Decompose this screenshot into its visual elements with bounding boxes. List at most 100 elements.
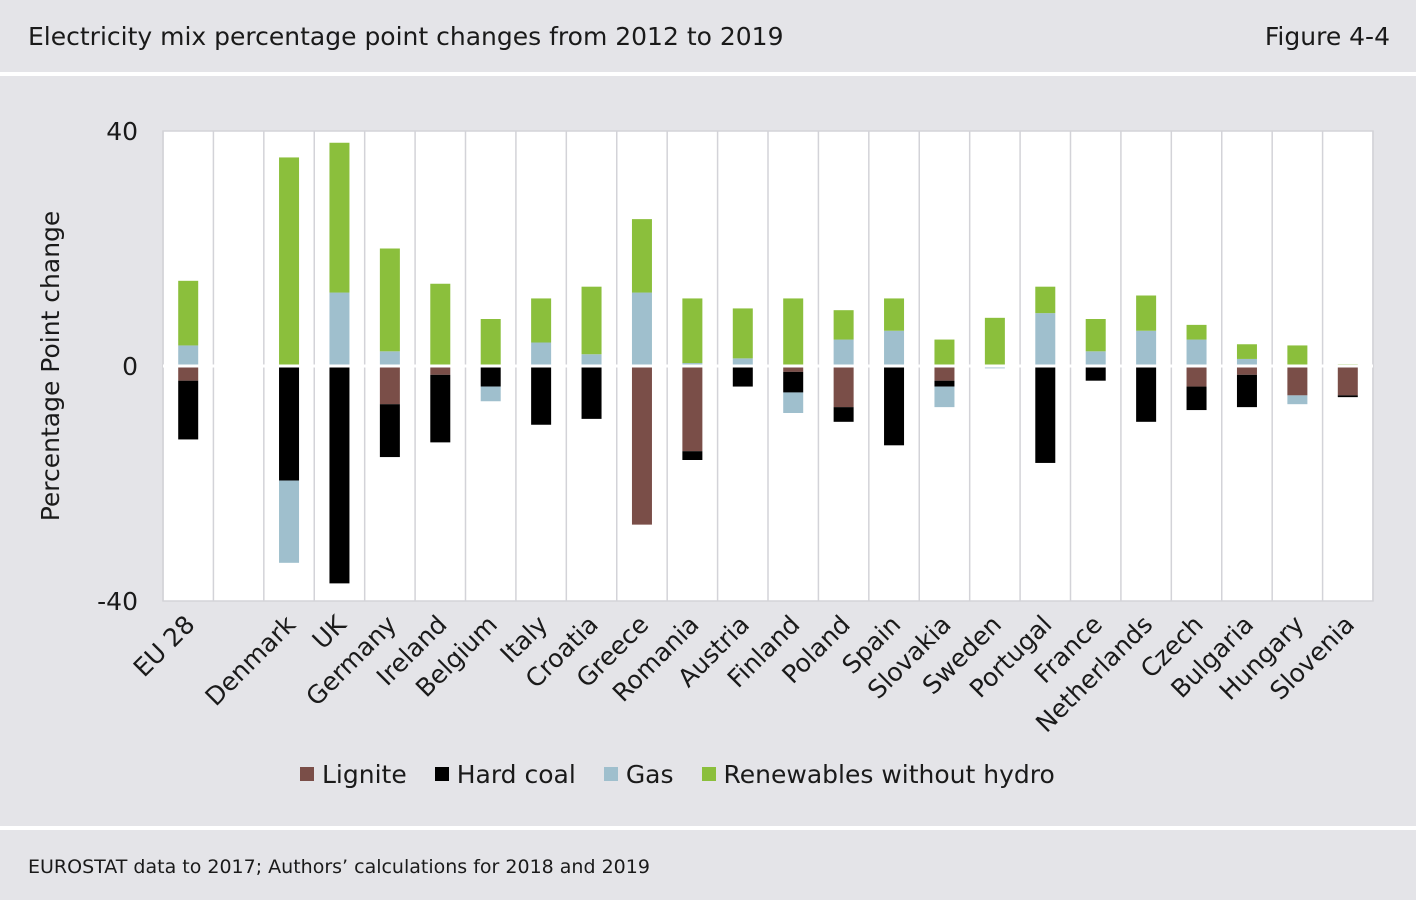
chart-panel: 40 0 -40 Percentage Point change EU 28 Denmar… — [0, 76, 1416, 826]
bar-lignite — [833, 366, 854, 408]
x-tick-label: Denmark — [200, 609, 302, 711]
bar-gas — [631, 292, 652, 366]
bar-chart: 40 0 -40 Percentage Point change EU 28 Denmar… — [36, 117, 1374, 738]
bar-lignite — [1186, 366, 1207, 387]
bar-renewables-without-hydro — [279, 157, 300, 366]
bar-gas — [1136, 330, 1157, 366]
bar-hard-coal — [732, 366, 753, 387]
bar-renewables-without-hydro — [329, 142, 350, 293]
bar-renewables-without-hydro — [531, 298, 552, 343]
bar-hard-coal — [1085, 366, 1106, 381]
bar-hard-coal — [1136, 366, 1157, 422]
bar-renewables-without-hydro — [1035, 286, 1056, 314]
bar-hard-coal — [279, 366, 300, 481]
bar-gas — [884, 330, 905, 366]
bar-renewables-without-hydro — [1236, 344, 1257, 359]
x-tick-label: EU 28 — [128, 610, 201, 683]
bar-gas — [480, 386, 501, 402]
legend-label-lignite: Lignite — [322, 759, 407, 789]
bar-hard-coal — [178, 380, 199, 440]
legend-swatch-lignite — [300, 767, 314, 781]
bar-hard-coal — [329, 366, 350, 584]
y-tick-label: -40 — [97, 587, 138, 616]
bar-lignite — [1287, 366, 1308, 396]
bar-lignite — [682, 366, 703, 452]
bar-gas — [1186, 339, 1207, 366]
bar-gas — [1287, 395, 1308, 405]
legend-swatch-hard-coal — [434, 767, 449, 781]
bar-hard-coal — [480, 366, 501, 387]
bar-renewables-without-hydro — [379, 248, 400, 352]
bar-gas — [178, 345, 199, 366]
bar-renewables-without-hydro — [884, 298, 905, 331]
legend-swatch-renewables — [701, 767, 716, 781]
bar-lignite — [430, 366, 451, 375]
bar-hard-coal — [884, 366, 905, 446]
bar-renewables-without-hydro — [430, 283, 451, 366]
legend-swatch-gas — [603, 767, 618, 781]
source-note: EUROSTAT data to 2017; Authors’ calculat… — [28, 856, 650, 878]
legend-label-gas: Gas — [625, 759, 674, 789]
bar-gas — [934, 386, 955, 408]
bar-hard-coal — [783, 371, 804, 393]
header-divider — [0, 72, 1416, 76]
bar-gas — [833, 339, 854, 366]
bar-lignite — [379, 366, 400, 405]
bar-hard-coal — [581, 366, 602, 419]
bar-renewables-without-hydro — [833, 310, 854, 340]
bar-gas — [1035, 313, 1056, 366]
bar-hard-coal — [379, 404, 400, 458]
y-tick-label: 0 — [122, 352, 138, 381]
bar-renewables-without-hydro — [1085, 319, 1106, 352]
bar-renewables-without-hydro — [732, 308, 753, 359]
bar-hard-coal — [430, 374, 451, 443]
bar-lignite — [934, 366, 955, 381]
bar-renewables-without-hydro — [1136, 295, 1157, 331]
bar-renewables-without-hydro — [1186, 324, 1207, 340]
bar-hard-coal — [833, 407, 854, 422]
figure-footer: EUROSTAT data to 2017; Authors’ calculat… — [0, 830, 1416, 900]
bar-renewables-without-hydro — [682, 298, 703, 364]
bar-gas — [1236, 358, 1257, 366]
footer-divider — [0, 826, 1416, 830]
legend-item-hard-coal: Hard coal — [434, 760, 576, 789]
figure-header: Electricity mix percentage point changes… — [0, 0, 1416, 72]
legend-item-lignite: Lignite — [300, 760, 407, 789]
bar-hard-coal — [1186, 386, 1207, 411]
bar-lignite — [178, 366, 199, 381]
bar-hard-coal — [1035, 366, 1056, 463]
y-tick-label: 40 — [106, 117, 138, 146]
bar-hard-coal — [682, 451, 703, 460]
bar-hard-coal — [1337, 395, 1358, 398]
bar-renewables-without-hydro — [984, 317, 1005, 366]
figure-number: Figure 4-4 — [1264, 22, 1390, 51]
bar-gas — [783, 392, 804, 413]
bar-renewables-without-hydro — [783, 298, 804, 366]
legend-item-gas: Gas — [603, 759, 674, 789]
legend-item-renewables: Renewables without hydro — [701, 759, 1055, 789]
bar-lignite — [1337, 366, 1358, 396]
bar-hard-coal — [1236, 374, 1257, 408]
bar-hard-coal — [531, 366, 552, 425]
bar-gas — [1085, 351, 1106, 366]
bar-renewables-without-hydro — [1287, 345, 1308, 366]
figure-title: Electricity mix percentage point changes… — [28, 22, 784, 51]
bar-gas — [379, 351, 400, 366]
bar-renewables-without-hydro — [480, 319, 501, 366]
bar-hard-coal — [934, 380, 955, 387]
bar-renewables-without-hydro — [631, 219, 652, 293]
y-axis-label: Percentage Point change — [36, 211, 65, 522]
bar-lignite — [631, 366, 652, 525]
bar-renewables-without-hydro — [178, 280, 199, 346]
bar-gas — [531, 342, 552, 366]
bar-renewables-without-hydro — [934, 339, 955, 366]
bar-gas — [329, 292, 350, 366]
bar-gas — [732, 358, 753, 366]
legend-label-renewables: Renewables without hydro — [723, 759, 1055, 789]
bar-renewables-without-hydro — [581, 286, 602, 355]
bar-gas — [581, 354, 602, 366]
bar-lignite — [783, 366, 804, 372]
bar-lignite — [1236, 366, 1257, 375]
chart-legend: Lignite Hard coal Gas Renewables without… — [300, 758, 1083, 790]
bar-gas — [279, 480, 300, 563]
